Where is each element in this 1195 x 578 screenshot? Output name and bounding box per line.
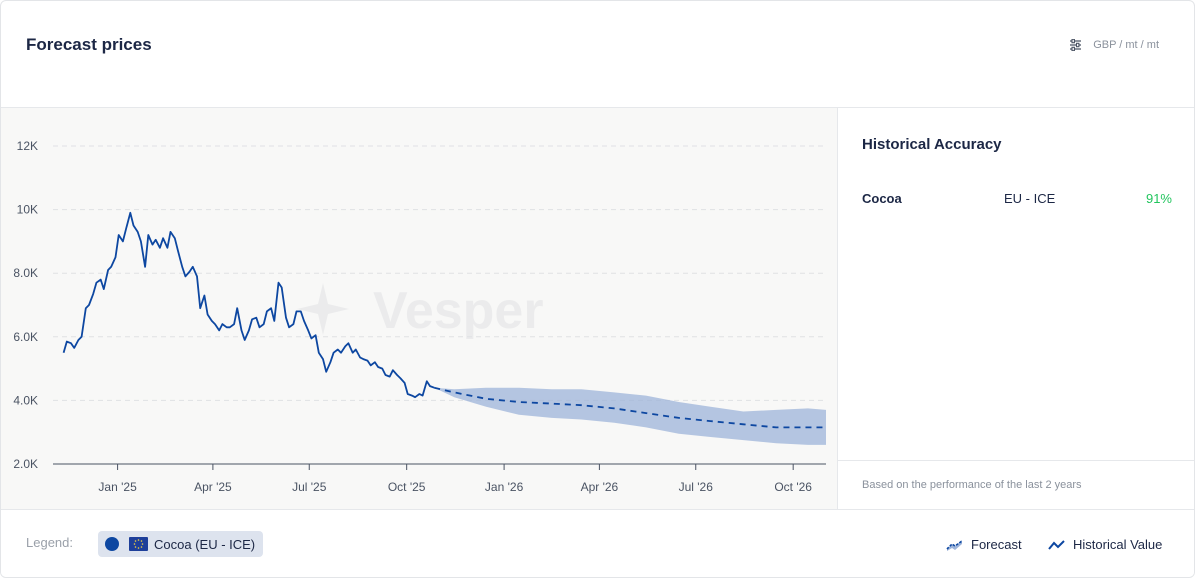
historical-accuracy-panel: Historical Accuracy Cocoa EU - ICE 91% B… — [837, 108, 1194, 509]
series-color-dot — [105, 537, 119, 551]
x-tick-label: Apr '25 — [194, 480, 232, 494]
forecast-confidence-band — [434, 387, 826, 445]
x-tick-label: Jan '25 — [98, 480, 137, 494]
x-tick-label: Apr '26 — [581, 480, 619, 494]
watermark-text: Vesper — [373, 282, 544, 340]
y-tick-label: 12K — [17, 139, 38, 153]
y-tick-label: 8.0K — [13, 266, 38, 280]
legend-chip-cocoa[interactable]: Cocoa (EU - ICE) — [98, 531, 264, 557]
historical-key-label: Historical Value — [1073, 537, 1163, 552]
accuracy-title: Historical Accuracy — [862, 136, 1002, 153]
y-tick-label: 6.0K — [13, 330, 38, 344]
eu-flag-icon — [129, 537, 148, 551]
x-tick-label: Jan '26 — [485, 480, 524, 494]
y-tick-label: 2.0K — [13, 457, 38, 471]
forecast-chart: Vesper 2.0K 4.0K 6.0K 8.0K 10K 12K Jan '25 Apr … — [13, 139, 826, 494]
chart-area: Vesper 2.0K 4.0K 6.0K 8.0K 10K 12K Jan '25 Apr … — [1, 108, 837, 509]
forecast-line — [433, 386, 826, 429]
card-header: Forecast prices GBP / mt / mt — [1, 1, 1194, 108]
y-tick-label: 10K — [17, 203, 38, 217]
accuracy-commodity: Cocoa — [862, 191, 902, 206]
units-label: GBP / mt / mt — [1093, 39, 1159, 51]
legend-chip-label: Cocoa (EU - ICE) — [154, 536, 256, 552]
y-tick-label: 4.0K — [13, 393, 38, 407]
watermark: Vesper — [297, 282, 544, 340]
forecast-icon — [946, 539, 963, 551]
historical-value-icon — [1048, 539, 1065, 550]
x-tick-label: Oct '26 — [774, 480, 812, 494]
accuracy-row: Cocoa EU - ICE 91% — [862, 191, 1172, 209]
x-tick-label: Jul '25 — [292, 480, 327, 494]
sliders-icon — [1070, 39, 1082, 51]
card-title: Forecast prices — [26, 35, 152, 54]
accuracy-value: 91% — [1145, 191, 1172, 206]
x-tick-label: Oct '25 — [388, 480, 426, 494]
historical-value-line — [62, 211, 435, 399]
x-tick-label: Jul '26 — [679, 480, 714, 494]
accuracy-note: Based on the performance of the last 2 y… — [862, 479, 1082, 491]
accuracy-footer: Based on the performance of the last 2 y… — [838, 460, 1194, 509]
accuracy-exchange: EU - ICE — [1004, 191, 1056, 206]
legend-label: Legend: — [26, 535, 73, 550]
forecast-key: Forecast — [946, 537, 1022, 552]
units-selector[interactable]: GBP / mt / mt — [1069, 37, 1159, 53]
historical-key: Historical Value — [1048, 537, 1162, 552]
forecast-key-label: Forecast — [971, 537, 1022, 552]
legend-bar: Legend: Cocoa (EU - ICE) Forecast — [1, 509, 1194, 577]
